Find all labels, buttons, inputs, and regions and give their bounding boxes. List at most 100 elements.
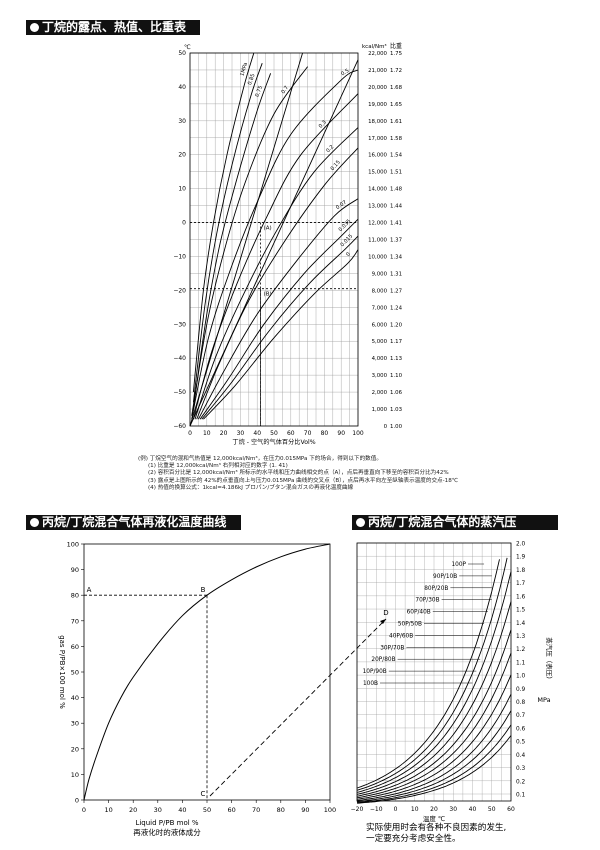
y-axis-unit: ℃ <box>184 44 191 51</box>
x-axis-label: 丁烷 - 空气的气体百分比Vol% <box>232 438 315 446</box>
y-tick-label: 2.0 <box>516 542 526 548</box>
vapor-curve-label: 70P/30B <box>415 598 439 604</box>
y-tick-label: 70 <box>71 617 79 625</box>
y-axis-unit: MPa <box>537 696 550 704</box>
x-tick-label: −20 <box>351 806 364 813</box>
right-axis-kcal-label: 14,000 <box>368 187 387 193</box>
pressure-curve-0.75 <box>192 73 272 410</box>
pressure-curve-label: 0.035 <box>338 218 353 233</box>
right-axis-sg-label: 1.58 <box>390 136 403 142</box>
right-axis-kcal-label: 21,000 <box>368 68 387 74</box>
pressure-curve-1MPa <box>192 52 255 393</box>
right-axis-sg-label: 1.48 <box>390 187 403 193</box>
right-axis-kcal-label: 8,000 <box>372 288 388 294</box>
right-axis-kcal-label: 2,000 <box>372 390 388 396</box>
right-axis-sg-label: 1.75 <box>390 51 402 57</box>
y-tick-label: 1.9 <box>516 555 526 561</box>
y-tick-label: 60 <box>71 643 79 651</box>
safety-note-line: 一定要充分考虑安全性。 <box>366 834 461 844</box>
reliquefaction-curve <box>83 543 331 801</box>
connector-line <box>209 618 387 797</box>
y-tick-label: −50 <box>173 389 186 396</box>
y-tick-label: 0.5 <box>516 740 526 746</box>
note-line: (1) 比重是 12,000kcal/Nm³ 右列相对应的数字 (1. 41) <box>148 463 288 470</box>
y-tick-label: 0.9 <box>516 687 526 693</box>
x-tick-label: 90 <box>301 806 309 814</box>
pressure-curve-label: 1MPa <box>239 62 249 77</box>
right-axis-kcal-label: 6,000 <box>372 322 388 328</box>
x-tick-label: 60 <box>507 806 515 813</box>
vapor-curve-label: 80P/20B <box>424 586 448 592</box>
section-header-vapor-pressure: 丙烷/丁烷混合气体的蒸汽压 <box>352 515 558 530</box>
pressure-curve-0.5 <box>191 69 359 420</box>
x-tick-label: 60 <box>227 806 235 814</box>
vapor-curve-label: 90P/10B <box>433 574 457 580</box>
y-tick-label: 40 <box>71 694 79 702</box>
vapor-curve-40P/60B <box>356 674 512 800</box>
x-tick-label: 20 <box>129 806 137 814</box>
y-tick-label: 20 <box>178 152 186 159</box>
point-label-a: A <box>87 586 92 594</box>
x-tick-label: 100 <box>324 806 336 814</box>
safety-note-line: 实际使用时会有各种不良因素的发生, <box>366 823 507 833</box>
right-axis-sg-label: 1.65 <box>390 102 402 108</box>
right-axis-kcal-label: 1,000 <box>372 407 388 413</box>
y-tick-label: 0.8 <box>516 700 526 706</box>
pressure-curve-label: 0.07 <box>335 200 348 212</box>
note-line: (3) 露点是上图所示的 42%的点垂直向上与压力0.015MPa 曲线的交叉点… <box>148 477 459 484</box>
vapor-curve-30P/70B <box>356 693 512 802</box>
right-axis-sg-label: 1.51 <box>390 170 402 176</box>
vapor-curve-80P/20B <box>356 571 512 793</box>
pressure-curve-label: 0.2 <box>325 144 335 154</box>
x-tick-label: 80 <box>277 806 285 814</box>
pressure-curve-0.035 <box>199 218 359 420</box>
pressure-curve-label: 0.3 <box>318 120 328 130</box>
note-line: (4) 热值的换算公式：1kcal=4.186kJ プロパン/ブタン混合ガスの再… <box>148 484 354 491</box>
y-tick-label: 0.6 <box>516 726 526 732</box>
y-tick-label: 1.8 <box>516 568 526 574</box>
x-axis-label: Liquid P/PB mol % <box>135 819 198 827</box>
x-tick-label: 40 <box>253 430 261 437</box>
x-tick-label: 0 <box>82 806 86 814</box>
pressure-curve-label: 0.85 <box>247 73 256 86</box>
pressure-curve-label: 0.75 <box>254 85 264 98</box>
y-tick-label: 1.2 <box>516 647 526 653</box>
y-tick-label: 0.7 <box>516 713 526 719</box>
right-axis-sg-label: 1.72 <box>390 68 402 74</box>
right-axis-kcal-label: 22,000 <box>368 51 387 57</box>
x-axis-label: 温度 ℃ <box>423 814 445 823</box>
vapor-curve-100P <box>356 559 500 789</box>
pressure-curve-label: 0.15 <box>330 159 342 172</box>
pressure-curve-label: 0.5 <box>340 68 350 77</box>
right-axis-kcal-label: 19,000 <box>368 102 387 108</box>
pressure-curve-0.85 <box>192 63 263 403</box>
vapor-curve-100B <box>356 735 512 804</box>
x-tick-label: 10 <box>104 806 112 814</box>
bullet-icon <box>30 518 39 527</box>
right-axis-sg-label: 1.31 <box>390 271 402 277</box>
pressure-curve-label: 0.7 <box>280 85 290 95</box>
y-axis-label: 蒸汽压（表压） <box>545 637 554 683</box>
x-tick-label: 0 <box>188 430 192 437</box>
y-tick-label: 1.6 <box>516 594 526 600</box>
vapor-curve-70P/30B <box>356 601 512 795</box>
right-axis-sg-label: 1.13 <box>390 356 402 362</box>
pressure-curve-0.15 <box>196 147 359 420</box>
right-axis-title-sg: 比重 <box>390 42 402 50</box>
y-tick-label: −10 <box>173 253 186 260</box>
right-axis-kcal-label: 5,000 <box>372 339 388 345</box>
right-axis-kcal-label: 15,000 <box>368 170 387 176</box>
y-axis-label: gas P/PB×100 mol % <box>58 635 66 709</box>
pressure-curve-label: 0 <box>345 251 352 257</box>
point-label-b: B <box>201 586 206 594</box>
x-tick-label: 10 <box>203 430 211 437</box>
right-axis-sg-label: 1.41 <box>390 221 402 227</box>
y-tick-label: 0.2 <box>516 779 526 785</box>
vapor-curve-20P/80B <box>356 710 512 803</box>
vapor-curve-90P/10B <box>356 557 508 791</box>
right-axis-sg-label: 1.20 <box>390 322 403 328</box>
pressure-curve-0 <box>203 249 359 420</box>
right-axis-sg-label: 1.44 <box>390 204 403 210</box>
y-tick-label: 30 <box>71 720 79 728</box>
y-tick-label: 0.1 <box>516 793 526 799</box>
